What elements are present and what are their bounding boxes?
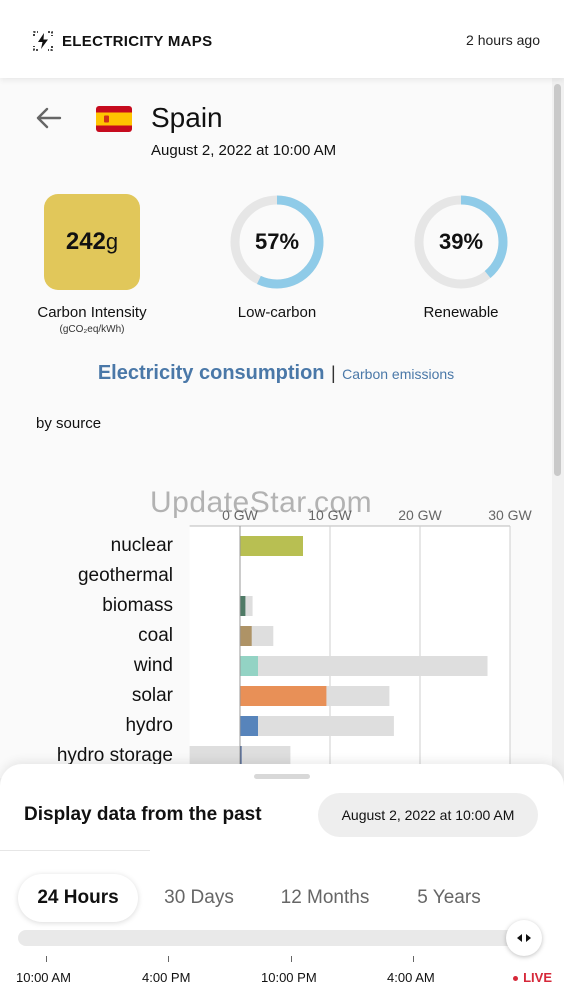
drag-arrows-icon <box>517 934 531 942</box>
tab-electricity-consumption[interactable]: Electricity consumption <box>97 362 325 384</box>
time-slider-knob[interactable] <box>506 920 542 956</box>
consumption-by-source-chart: 0 GW 10 GW 20 GW 30 GW nuclear geothermal biom… <box>46 507 533 778</box>
live-label: LIVE <box>523 970 552 985</box>
top-bar: ELECTRICITY MAPS 2 hours ago <box>0 0 564 78</box>
last-updated: 2 hours ago <box>466 32 540 48</box>
period-30-days[interactable]: 30 Days <box>164 887 234 908</box>
carbon-intensity-box: 242 g <box>44 194 140 290</box>
chart-capacity-bar <box>240 746 291 766</box>
chart-tabs: Electricity consumption | Carbon emissio… <box>0 362 552 385</box>
low-carbon-label: Low-carbon <box>237 304 317 321</box>
time-label-4: 4:00 AM <box>387 970 435 985</box>
tab-carbon-emissions[interactable]: Carbon emissions <box>342 366 455 382</box>
chart-category-label: hydro <box>125 715 173 736</box>
time-label-3: 10:00 PM <box>261 970 317 985</box>
renewable-gauge: 39% <box>413 194 509 290</box>
chart-tick-label: 0 GW <box>222 507 259 523</box>
chart-plot-area <box>189 526 510 778</box>
time-tick <box>413 956 414 962</box>
renewable-value: 39% <box>438 229 484 254</box>
chart-capacity-bar <box>240 656 488 676</box>
carbon-intensity-label: Carbon Intensity <box>37 304 147 321</box>
chart-production-bar <box>240 746 242 766</box>
chart-tick-label: 20 GW <box>398 507 442 523</box>
zone-details-panel: Spain August 2, 2022 at 10:00 AM 242 g Ca… <box>0 78 552 778</box>
chart-category-label: wind <box>133 655 173 676</box>
chart-capacity-bar <box>189 746 240 766</box>
carbon-intensity-unit: g <box>105 229 119 254</box>
logo[interactable]: ELECTRICITY MAPS <box>32 30 212 52</box>
country-name: Spain <box>151 102 223 133</box>
renewable-gauge-ring <box>414 195 508 289</box>
watermark: UpdateStar.com <box>150 486 373 519</box>
zone-datetime: August 2, 2022 at 10:00 AM <box>151 142 337 159</box>
chart-production-bar <box>240 716 258 736</box>
chart-category-label: coal <box>138 625 173 646</box>
time-tick <box>291 956 292 962</box>
time-label-1: 10:00 AM <box>16 970 71 985</box>
panel-scrollbar-thumb[interactable] <box>554 84 561 476</box>
low-carbon-gauge-ring <box>230 195 324 289</box>
by-source-label: by source <box>36 415 102 432</box>
chart-category-label: hydro storage <box>57 745 173 766</box>
live-dot-icon <box>513 976 519 982</box>
selected-date-pill[interactable]: August 2, 2022 at 10:00 AM <box>318 793 538 837</box>
back-arrow-icon[interactable] <box>34 104 62 132</box>
carbon-intensity-value: 242 <box>65 228 106 255</box>
chart-production-bar <box>240 596 246 616</box>
chart-production-bar <box>240 656 258 676</box>
sheet-drag-handle[interactable] <box>254 774 310 779</box>
chart-tick-label: 30 GW <box>488 507 532 523</box>
chart-production-bar <box>240 686 327 706</box>
chart-production-bar <box>240 536 303 556</box>
chart-production-bar <box>240 626 252 646</box>
chart-tick-label: 10 GW <box>308 507 352 523</box>
carbon-intensity-unit-label: (gCO₂eq/kWh) <box>59 324 125 335</box>
chart-category-label: solar <box>132 685 174 706</box>
sheet-title: Display data from the past <box>24 804 262 825</box>
low-carbon-value: 57% <box>254 229 300 254</box>
bolt-logo-icon <box>33 31 53 51</box>
time-slider-track[interactable] <box>18 930 524 946</box>
time-tick <box>46 956 47 962</box>
chart-capacity-bar <box>240 716 394 736</box>
renewable-label: Renewable <box>423 304 499 321</box>
period-12-months[interactable]: 12 Months <box>280 887 370 908</box>
sheet-divider <box>0 850 150 851</box>
chart-category-label: biomass <box>102 595 173 616</box>
time-controller-sheet: Display data from the past August 2, 202… <box>0 764 564 1004</box>
period-24-hours[interactable]: 24 Hours <box>18 874 138 922</box>
live-indicator[interactable]: LIVE <box>513 970 552 985</box>
spain-flag-icon <box>96 106 132 132</box>
period-5-years[interactable]: 5 Years <box>417 887 481 908</box>
chart-category-label: geothermal <box>78 565 173 586</box>
tab-separator: | <box>330 363 336 383</box>
chart-category-label: nuclear <box>111 535 174 556</box>
time-tick <box>168 956 169 962</box>
low-carbon-gauge: 57% <box>229 194 325 290</box>
logo-text: ELECTRICITY MAPS <box>62 32 213 50</box>
time-label-2: 4:00 PM <box>142 970 191 985</box>
